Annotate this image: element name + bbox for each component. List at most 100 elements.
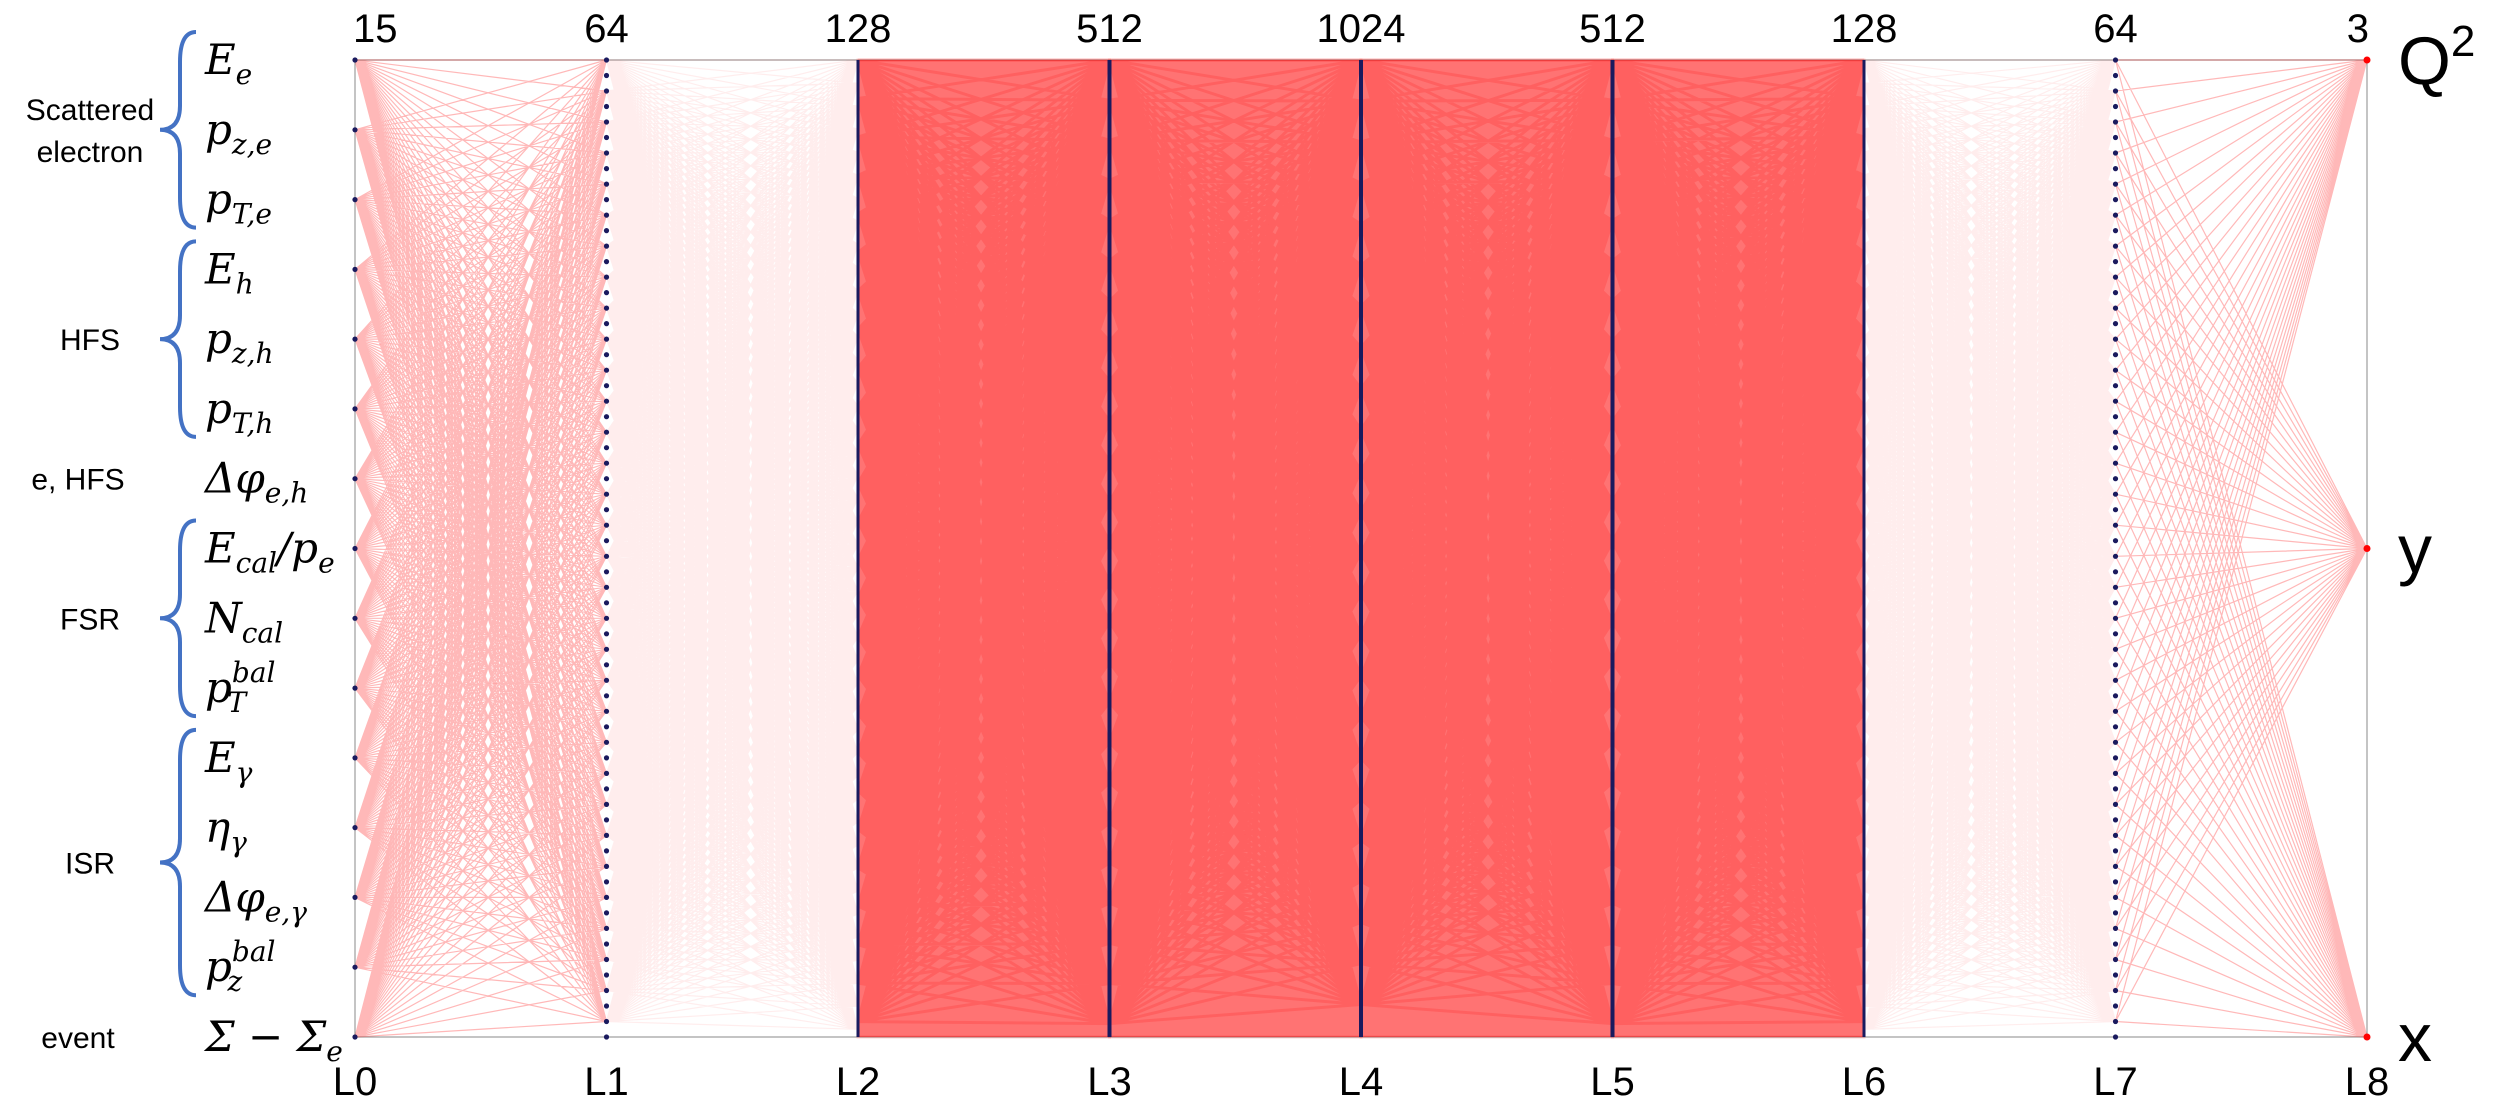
node [2112,956,2119,963]
node [603,1018,610,1025]
node [2112,243,2119,249]
output-labels: Q2 y x [2398,17,2475,1076]
output-label: x [2398,1000,2432,1076]
node [603,507,610,513]
node [603,832,610,839]
node [603,600,610,606]
group-brace [159,239,197,439]
node [2112,57,2119,63]
layer-size-label: 128 [1831,7,1898,51]
dense-connection-fill [1611,58,1866,1039]
node [603,786,610,792]
input-group: e, HFS [31,464,124,497]
node [2112,677,2119,683]
node [2112,910,2119,916]
layer-nodes [352,56,2371,1041]
node [2112,832,2119,839]
node [352,894,358,901]
node [603,398,610,404]
node [603,181,610,187]
node [2363,56,2371,64]
node [352,127,358,133]
node [2112,925,2119,932]
layer-L1-nodes [603,57,610,1040]
node [603,166,610,172]
node [352,685,358,691]
node [2112,383,2119,389]
layer-size-label: 64 [2093,7,2138,51]
output-label: Q2 [2398,17,2475,99]
node [2112,197,2119,203]
node [2112,801,2119,808]
input-feature-label: ηγ [205,803,247,859]
input-feature-label: Δφe,h [203,454,308,510]
node [2112,972,2119,978]
input-group: Scattered electron [26,30,197,230]
node [2112,786,2119,792]
node [603,553,610,559]
group-label: e, HFS [31,464,124,497]
node [603,134,610,141]
dense-connection-fill [856,58,1111,1039]
layer-name-label: L3 [1087,1060,1132,1103]
layer-size-label: 512 [1076,7,1143,51]
node [603,197,610,203]
node [2112,1003,2119,1009]
node [603,321,610,327]
layer-name-label: L5 [1590,1060,1635,1103]
edge-path [605,59,859,1030]
node [2112,321,2119,327]
node [603,383,610,389]
node [2112,584,2119,590]
node [2112,631,2119,637]
node [2112,445,2119,451]
node [2363,545,2371,552]
layer-size-label: 512 [1579,7,1646,51]
node [603,336,610,342]
node [2112,290,2119,296]
node [603,941,610,947]
node [2112,817,2119,823]
node [2112,770,2119,777]
group-brace [159,518,197,719]
node [603,212,610,218]
node [352,336,358,342]
node [352,406,358,412]
node [603,755,610,761]
input-feature-label: Eh [204,244,254,300]
layer-name-label: L6 [1842,1060,1887,1103]
edge-group-L7-L8 [2114,59,2368,1038]
node [603,88,610,94]
dense-connection-fill [1108,58,1363,1039]
node [603,414,610,420]
node [2112,879,2119,885]
input-feature-label: pbal z [205,935,275,998]
node [2112,708,2119,714]
node [603,677,610,683]
node [603,119,610,125]
layer-L8-nodes [2363,56,2371,1041]
node [603,956,610,963]
node [2112,507,2119,513]
input-feature-label: pz,h [205,314,274,370]
node [603,615,610,621]
edge-group-L0-L1 [354,59,608,1038]
input-feature-label: Δφe,γ [203,872,307,928]
layer-name-label: L2 [836,1060,881,1103]
edge-group-L6-L7 [1863,59,2117,1030]
node [2112,491,2119,497]
node [2112,522,2119,528]
node [2112,755,2119,761]
node [603,925,610,932]
edge-path [2114,59,2368,1038]
node [2112,336,2119,342]
node [352,266,358,272]
layer-size-label: 1024 [1317,7,1406,51]
node [2112,103,2119,110]
node [352,615,358,621]
layer-size-label: 128 [825,7,892,51]
node [603,894,610,901]
dense-connection-fill [1359,58,1614,1039]
node [2112,228,2119,234]
node [603,972,610,978]
